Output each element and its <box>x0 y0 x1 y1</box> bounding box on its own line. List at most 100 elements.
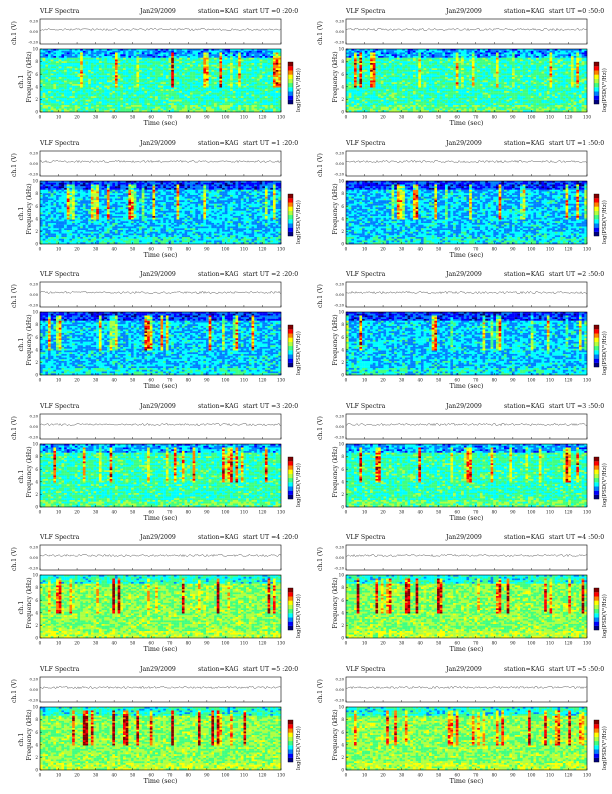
heatmap-cell <box>61 86 64 88</box>
heatmap-cell <box>351 67 354 69</box>
heatmap-cell <box>94 93 97 95</box>
heatmap-cell <box>104 53 107 55</box>
colorbar-label: log(PSD(V²/Hz)) <box>295 68 302 112</box>
heatmap-cell <box>214 51 217 53</box>
heatmap-cell <box>434 79 437 81</box>
heatmap-cell <box>383 77 386 79</box>
heatmap-cell <box>177 68 180 70</box>
heatmap-cell <box>448 56 451 58</box>
heatmap-cell <box>346 72 349 74</box>
heatmap-cell <box>163 81 166 83</box>
heatmap-cell <box>268 67 271 69</box>
heatmap-cell <box>118 98 121 100</box>
heatmap-cell <box>64 88 67 90</box>
heatmap-cell <box>418 98 421 100</box>
heatmap-cell <box>354 75 357 77</box>
heatmap-cell <box>139 96 142 98</box>
heatmap-cell <box>107 89 110 91</box>
heatmap-cell <box>421 79 424 81</box>
heatmap-cell <box>45 91 48 93</box>
heatmap-cell <box>99 56 102 58</box>
heatmap-cell <box>61 72 64 74</box>
heatmap-cell <box>357 54 360 56</box>
heatmap-cell <box>392 93 395 95</box>
heatmap-cell <box>179 77 182 79</box>
heatmap-cell <box>80 60 83 62</box>
heatmap-cell <box>276 96 279 98</box>
heatmap-cell <box>249 65 252 67</box>
heatmap-cell <box>351 82 354 84</box>
heatmap-cell <box>69 89 72 91</box>
heatmap-cell <box>365 60 368 62</box>
heatmap-cell <box>418 102 421 104</box>
heatmap-cell <box>69 81 72 83</box>
heatmap-cell <box>246 63 249 65</box>
heatmap-cell <box>59 100 62 102</box>
heatmap-cell <box>357 100 360 102</box>
strip-ytick-label: 0.20 <box>30 19 39 24</box>
heatmap-cell <box>227 65 230 67</box>
heatmap-cell <box>43 109 46 111</box>
heatmap-cell <box>467 81 470 83</box>
heatmap-cell <box>211 86 214 88</box>
heatmap-cell <box>150 70 153 72</box>
heatmap-cell <box>416 109 419 111</box>
heatmap-cell <box>171 84 174 86</box>
heatmap-cell <box>152 96 155 98</box>
heatmap-cell <box>448 54 451 56</box>
heatmap-cell <box>88 84 91 86</box>
heatmap-cell <box>375 82 378 84</box>
heatmap-cell <box>48 54 51 56</box>
strip-ytick-label: 0.00 <box>30 29 39 34</box>
heatmap-cell <box>107 96 110 98</box>
heatmap-cell <box>394 67 397 69</box>
heatmap-cell <box>110 107 113 109</box>
heatmap-cell <box>198 105 201 107</box>
heatmap-cell <box>195 82 198 84</box>
heatmap-cell <box>386 56 389 58</box>
heatmap-cell <box>201 107 204 109</box>
heatmap-cell <box>112 82 115 84</box>
heatmap-cell <box>91 56 94 58</box>
heatmap-cell <box>59 60 62 62</box>
heatmap-cell <box>405 91 408 93</box>
heatmap-cell <box>426 63 429 65</box>
heatmap-cell <box>354 105 357 107</box>
heatmap-cell <box>244 86 247 88</box>
heatmap-cell <box>64 79 67 81</box>
heatmap-cell <box>99 77 102 79</box>
heatmap-cell <box>381 103 384 105</box>
heatmap-cell <box>115 98 118 100</box>
heatmap-cell <box>123 82 126 84</box>
heatmap-cell <box>152 54 155 56</box>
heatmap-cell <box>112 74 115 76</box>
heatmap-cell <box>77 86 80 88</box>
heatmap-cell <box>442 86 445 88</box>
heatmap-cell <box>99 53 102 55</box>
heatmap-cell <box>53 79 56 81</box>
heatmap-cell <box>260 60 263 62</box>
heatmap-cell <box>169 53 172 55</box>
heatmap-cell <box>254 61 257 63</box>
heatmap-cell <box>426 84 429 86</box>
heatmap-cell <box>163 58 166 60</box>
heatmap-cell <box>152 105 155 107</box>
heatmap-cell <box>365 56 368 58</box>
heatmap-cell <box>107 86 110 88</box>
heatmap-cell <box>357 109 360 111</box>
heatmap-cell <box>233 95 236 97</box>
heatmap-cell <box>233 91 236 93</box>
heatmap-cell <box>437 60 440 62</box>
heatmap-cell <box>77 61 80 63</box>
heatmap-cell <box>128 56 131 58</box>
heatmap-cell <box>262 84 265 86</box>
heatmap-cell <box>238 84 241 86</box>
heatmap-cell <box>448 105 451 107</box>
heatmap-cell <box>152 81 155 83</box>
heatmap-cell <box>370 100 373 102</box>
heatmap-cell <box>246 65 249 67</box>
heatmap-cell <box>139 65 142 67</box>
heatmap-cell <box>179 98 182 100</box>
heatmap-cell <box>94 86 97 88</box>
heatmap-cell <box>418 67 421 69</box>
